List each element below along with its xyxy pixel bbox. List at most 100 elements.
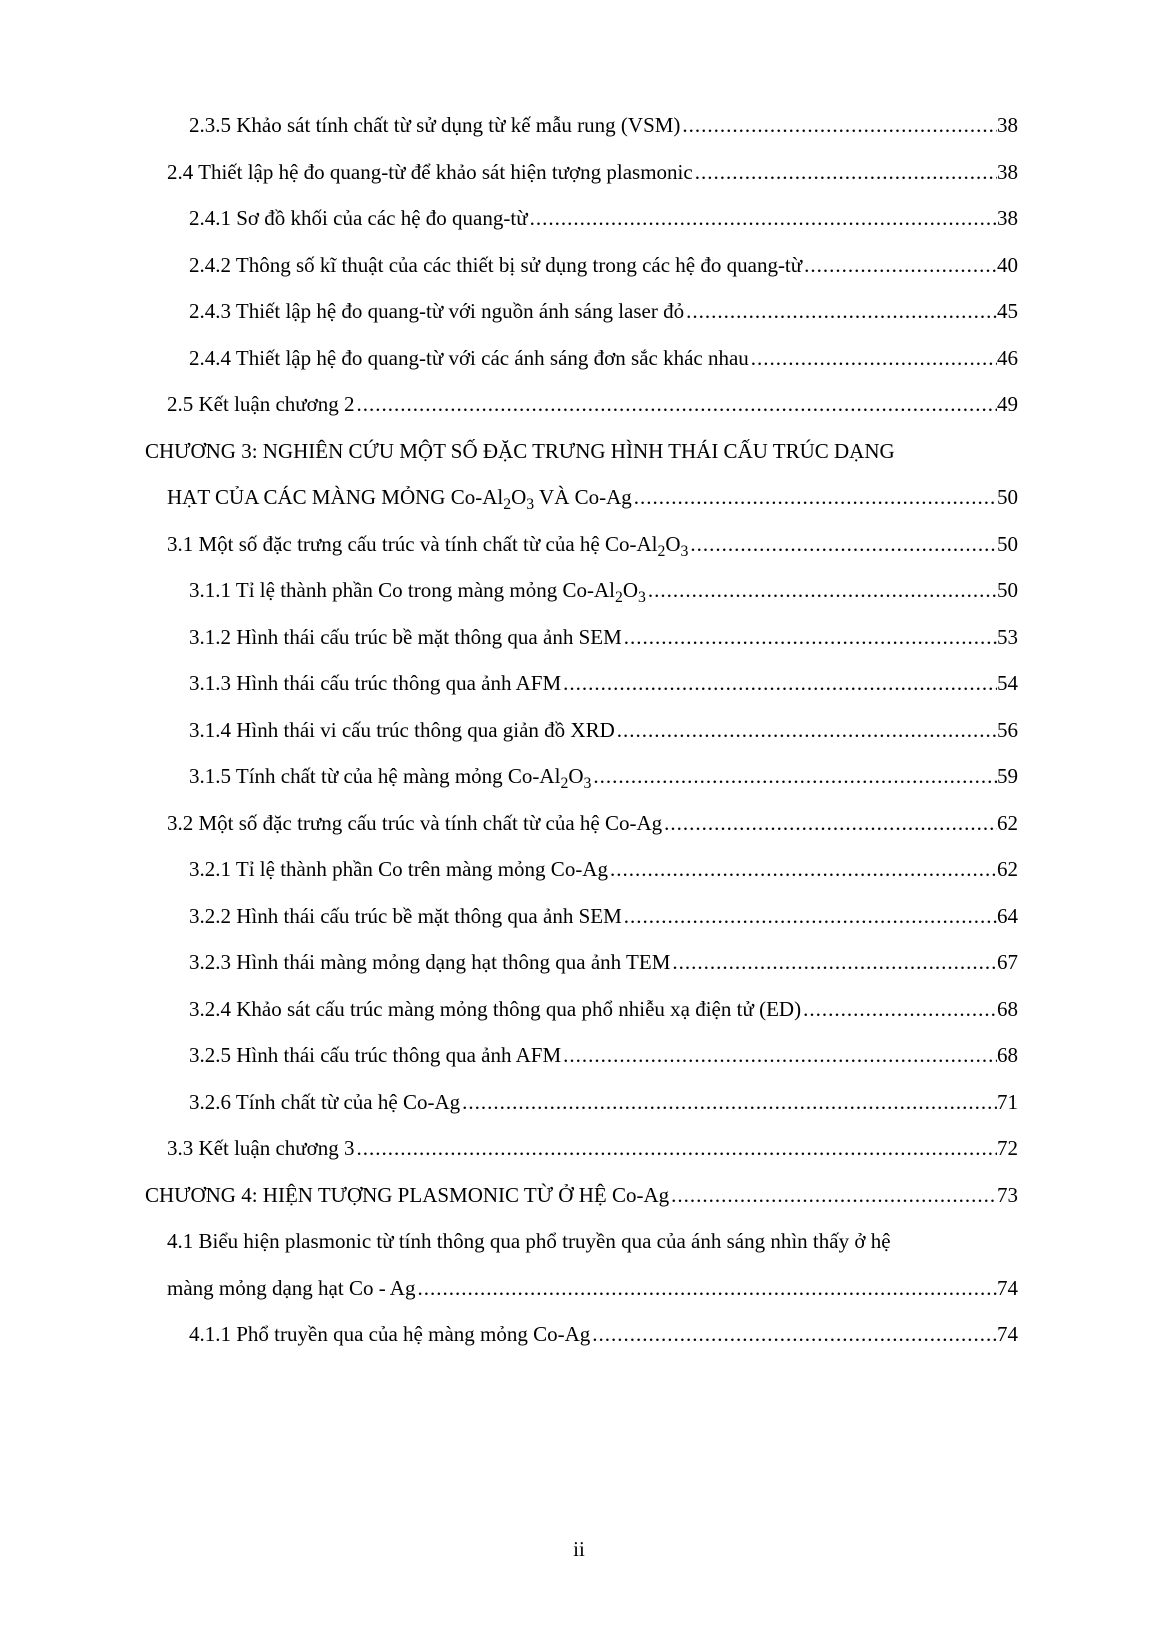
toc-entry-label: 3.1.5 Tính chất từ của hệ màng mỏng Co-A… [189, 766, 591, 787]
toc-leader-dots [355, 394, 997, 415]
toc-entry-page: 62 [997, 859, 1018, 880]
toc-entry: 2.4 Thiết lập hệ đo quang-từ để khảo sát… [145, 162, 1018, 183]
toc-entry-page: 38 [997, 208, 1018, 229]
toc-entry-page: 59 [997, 766, 1018, 787]
table-of-contents: 2.3.5 Khảo sát tính chất từ sử dụng từ k… [145, 115, 1018, 1345]
toc-entry: 3.2 Một số đặc trưng cấu trúc và tính ch… [145, 813, 1018, 834]
toc-entry: 2.3.5 Khảo sát tính chất từ sử dụng từ k… [145, 115, 1018, 136]
toc-entry-page: 62 [997, 813, 1018, 834]
toc-leader-dots [561, 1045, 997, 1066]
toc-leader-dots [415, 1278, 997, 1299]
toc-entry-page: 68 [997, 999, 1018, 1020]
toc-entry-page: 68 [997, 1045, 1018, 1066]
toc-entry: 3.1.3 Hình thái cấu trúc thông qua ảnh A… [145, 673, 1018, 694]
toc-entry: 3.2.5 Hình thái cấu trúc thông qua ảnh A… [145, 1045, 1018, 1066]
toc-entry-label: màng mỏng dạng hạt Co - Ag [167, 1278, 415, 1299]
toc-leader-dots [608, 859, 997, 880]
toc-leader-dots [670, 952, 997, 973]
page-footer: ii [0, 1537, 1158, 1562]
toc-entry-prefix: 4.1 Biểu hiện plasmonic từ tính thông qu… [145, 1231, 1018, 1252]
toc-entry-page: 56 [997, 720, 1018, 741]
toc-leader-dots [622, 627, 997, 648]
toc-leader-dots [528, 208, 997, 229]
toc-entry: 2.4.2 Thông số kĩ thuật của các thiết bị… [145, 255, 1018, 276]
toc-entry: 3.1.5 Tính chất từ của hệ màng mỏng Co-A… [145, 766, 1018, 787]
toc-leader-dots [355, 1138, 997, 1159]
toc-entry-label: 3.2 Một số đặc trưng cấu trúc và tính ch… [167, 813, 662, 834]
toc-entry-page: 74 [997, 1278, 1018, 1299]
toc-entry-label: 2.4 Thiết lập hệ đo quang-từ để khảo sát… [167, 162, 693, 183]
toc-entry-label: 2.4.1 Sơ đồ khối của các hệ đo quang-từ [189, 208, 528, 229]
toc-entry-label: CHƯƠNG 4: HIỆN TƯỢNG PLASMONIC TỪ Ở HỆ C… [145, 1185, 669, 1206]
toc-entry-page: 50 [997, 487, 1018, 508]
toc-entry-label: 3.2.5 Hình thái cấu trúc thông qua ảnh A… [189, 1045, 561, 1066]
toc-leader-dots [561, 673, 997, 694]
toc-entry-page: 50 [997, 534, 1018, 555]
toc-entry-page: 40 [997, 255, 1018, 276]
toc-leader-dots [632, 487, 997, 508]
toc-entry: 3.2.4 Khảo sát cấu trúc màng mỏng thông … [145, 999, 1018, 1020]
toc-entry: 2.5 Kết luận chương 2 49 [145, 394, 1018, 415]
toc-entry-page: 74 [997, 1324, 1018, 1345]
toc-entry-label: 4.1.1 Phổ truyền qua của hệ màng mỏng Co… [189, 1324, 590, 1345]
toc-entry-label: 2.3.5 Khảo sát tính chất từ sử dụng từ k… [189, 115, 680, 136]
toc-entry-label: 3.2.2 Hình thái cấu trúc bề mặt thông qu… [189, 906, 622, 927]
toc-entry: 3.2.3 Hình thái màng mỏng dạng hạt thông… [145, 952, 1018, 973]
toc-entry-label: 3.2.4 Khảo sát cấu trúc màng mỏng thông … [189, 999, 801, 1020]
toc-leader-dots [669, 1185, 997, 1206]
toc-leader-dots [684, 301, 997, 322]
toc-leader-dots [460, 1092, 997, 1113]
toc-entry-page: 71 [997, 1092, 1018, 1113]
toc-entry-page: 49 [997, 394, 1018, 415]
toc-entry-label: 2.4.2 Thông số kĩ thuật của các thiết bị… [189, 255, 802, 276]
toc-entry-page: 50 [997, 580, 1018, 601]
toc-entry-label: 3.3 Kết luận chương 3 [167, 1138, 355, 1159]
toc-leader-dots [801, 999, 997, 1020]
toc-entry: 3.1.4 Hình thái vi cấu trúc thông qua gi… [145, 720, 1018, 741]
toc-entry-page: 38 [997, 115, 1018, 136]
toc-entry-page: 54 [997, 673, 1018, 694]
toc-leader-dots [646, 580, 997, 601]
toc-leader-dots [688, 534, 997, 555]
toc-entry: màng mỏng dạng hạt Co - Ag 74 [145, 1278, 1018, 1299]
toc-entry: 2.4.3 Thiết lập hệ đo quang-từ với nguồn… [145, 301, 1018, 322]
toc-entry: CHƯƠNG 4: HIỆN TƯỢNG PLASMONIC TỪ Ở HỆ C… [145, 1185, 1018, 1206]
toc-entry: 3.1 Một số đặc trưng cấu trúc và tính ch… [145, 534, 1018, 555]
toc-entry-label: 3.2.1 Tỉ lệ thành phần Co trên màng mỏng… [189, 859, 608, 880]
toc-leader-dots [662, 813, 997, 834]
toc-entry: 2.4.4 Thiết lập hệ đo quang-từ với các á… [145, 348, 1018, 369]
toc-leader-dots [680, 115, 997, 136]
toc-entry-label: 2.4.3 Thiết lập hệ đo quang-từ với nguồn… [189, 301, 684, 322]
toc-entry-label: HẠT CỦA CÁC MÀNG MỎNG Co-Al2O3 VÀ Co-Ag [167, 487, 632, 508]
toc-entry-page: 67 [997, 952, 1018, 973]
toc-entry-page: 72 [997, 1138, 1018, 1159]
toc-entry-page: 46 [997, 348, 1018, 369]
toc-entry-prefix: CHƯƠNG 3: NGHIÊN CỨU MỘT SỐ ĐẶC TRƯNG HÌ… [145, 441, 1018, 462]
toc-entry: 3.2.6 Tính chất từ của hệ Co-Ag 71 [145, 1092, 1018, 1113]
toc-entry-label: 3.1.3 Hình thái cấu trúc thông qua ảnh A… [189, 673, 561, 694]
toc-entry-page: 38 [997, 162, 1018, 183]
toc-entry-page: 45 [997, 301, 1018, 322]
toc-entry: 3.2.1 Tỉ lệ thành phần Co trên màng mỏng… [145, 859, 1018, 880]
toc-leader-dots [591, 766, 997, 787]
toc-entry-label: 2.5 Kết luận chương 2 [167, 394, 355, 415]
toc-entry: 2.4.1 Sơ đồ khối của các hệ đo quang-từ … [145, 208, 1018, 229]
toc-entry-label: 3.1.4 Hình thái vi cấu trúc thông qua gi… [189, 720, 615, 741]
toc-entry: 3.1.2 Hình thái cấu trúc bề mặt thông qu… [145, 627, 1018, 648]
toc-leader-dots [693, 162, 997, 183]
toc-entry-label: 3.1 Một số đặc trưng cấu trúc và tính ch… [167, 534, 688, 555]
toc-entry-label: 3.1.2 Hình thái cấu trúc bề mặt thông qu… [189, 627, 622, 648]
document-page: 2.3.5 Khảo sát tính chất từ sử dụng từ k… [0, 0, 1158, 1637]
toc-leader-dots [802, 255, 997, 276]
toc-entry-label: 3.1.1 Tỉ lệ thành phần Co trong màng mỏn… [189, 580, 646, 601]
toc-leader-dots [615, 720, 997, 741]
toc-entry: 4.1.1 Phổ truyền qua của hệ màng mỏng Co… [145, 1324, 1018, 1345]
toc-entry-page: 73 [997, 1185, 1018, 1206]
toc-entry-label: 3.2.6 Tính chất từ của hệ Co-Ag [189, 1092, 460, 1113]
toc-entry: 3.1.1 Tỉ lệ thành phần Co trong màng mỏn… [145, 580, 1018, 601]
toc-entry: 3.3 Kết luận chương 3 72 [145, 1138, 1018, 1159]
toc-entry-page: 64 [997, 906, 1018, 927]
toc-leader-dots [590, 1324, 997, 1345]
toc-entry-page: 53 [997, 627, 1018, 648]
toc-entry: 3.2.2 Hình thái cấu trúc bề mặt thông qu… [145, 906, 1018, 927]
